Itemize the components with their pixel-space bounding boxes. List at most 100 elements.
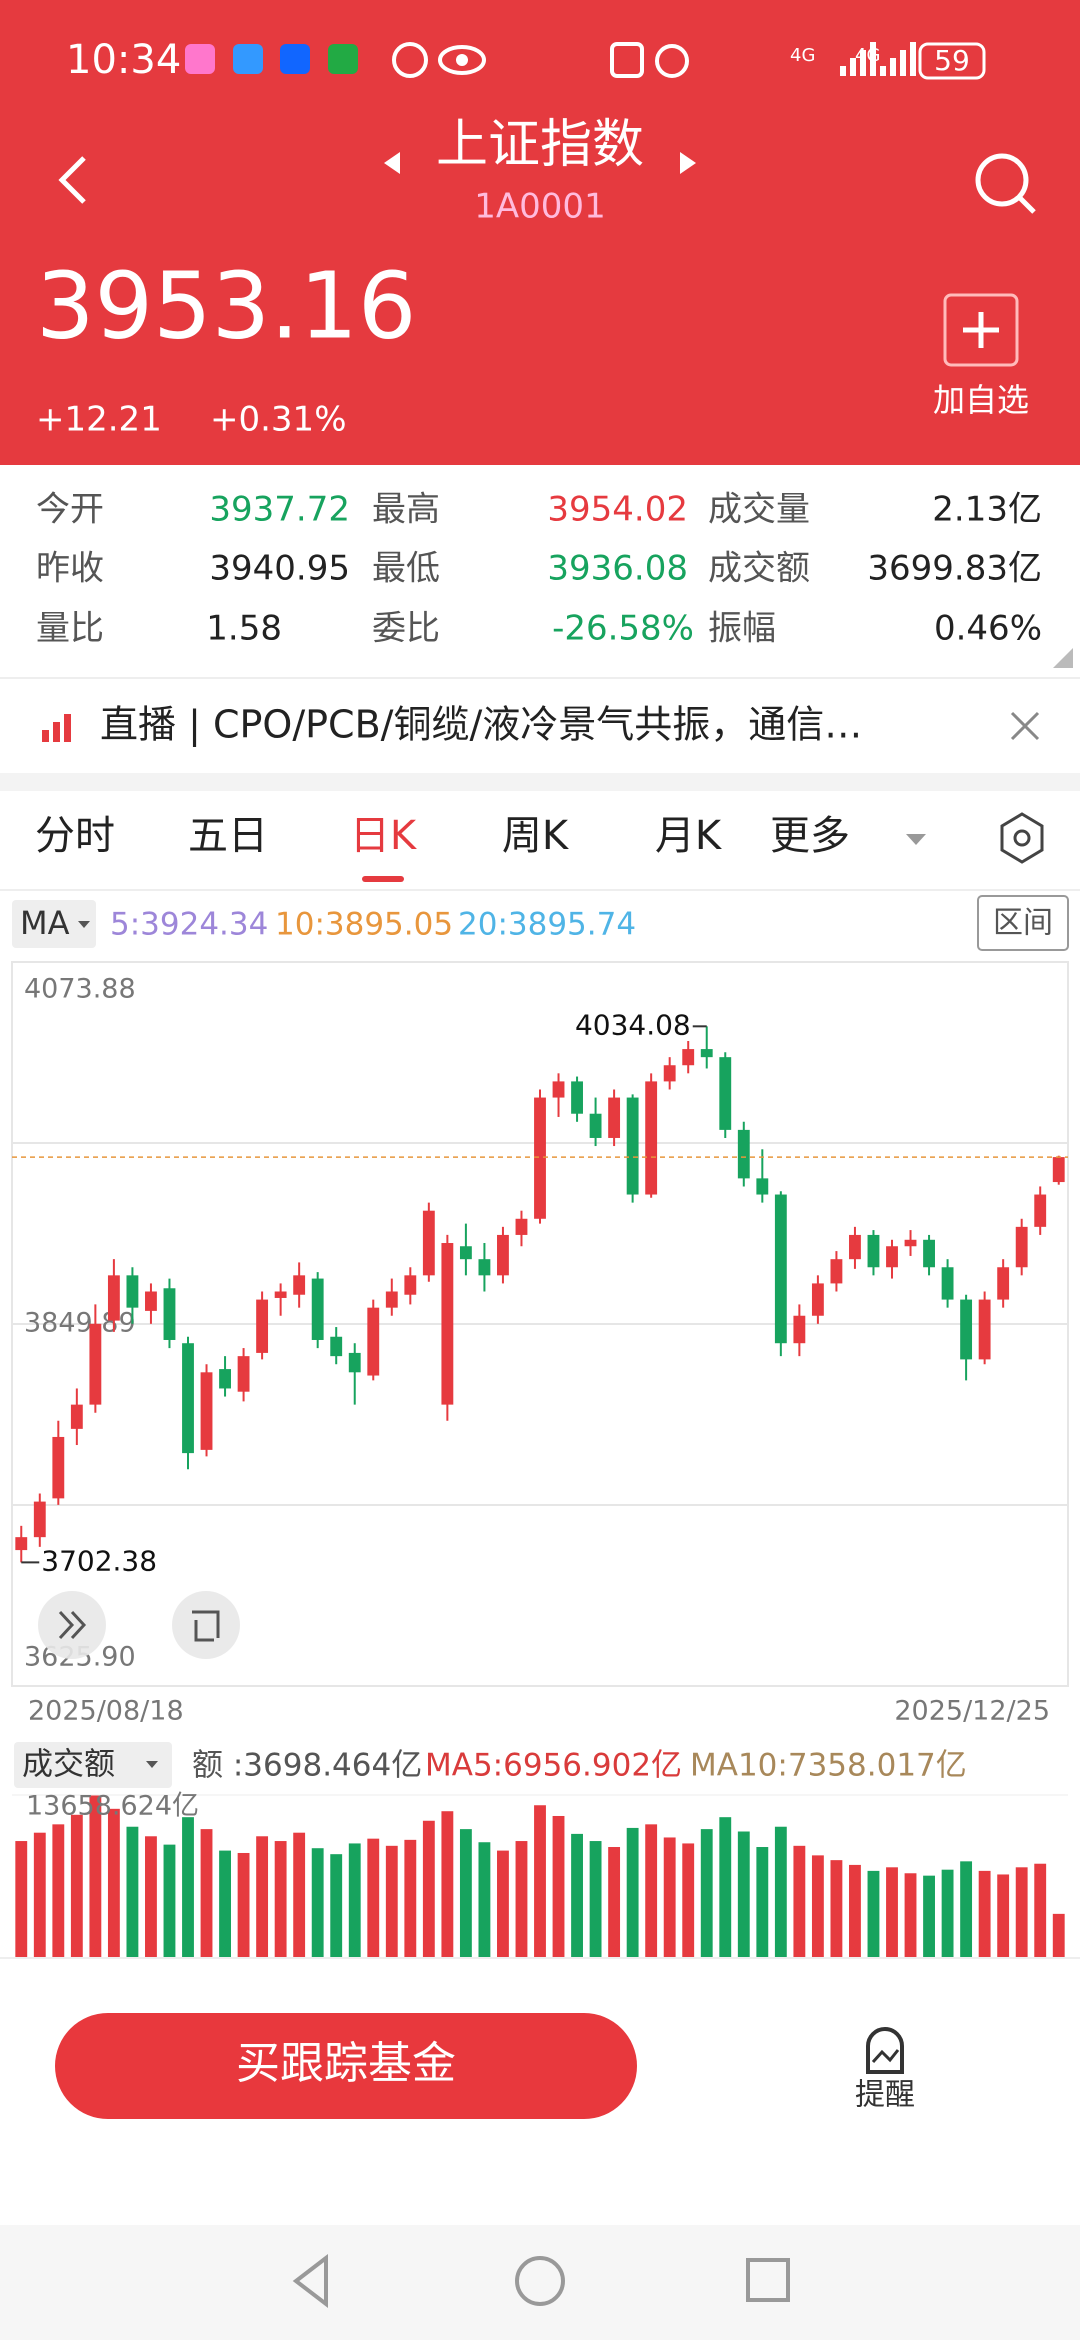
separator: [0, 773, 1080, 791]
candle-body: [293, 1275, 306, 1295]
volume-bar: [15, 1841, 28, 1958]
candle-body: [145, 1291, 157, 1311]
stats: 今开 3937.72 最高 3954.02 成交量 2.13亿 昨收 3940.…: [36, 490, 1073, 668]
volume-bar: [89, 1795, 102, 1958]
candle-body: [811, 1283, 824, 1316]
volume-bar: [849, 1864, 861, 1958]
ma-label: 20:3895.74: [458, 907, 636, 943]
volume-selector[interactable]: [14, 1742, 172, 1788]
candle-body: [756, 1178, 769, 1195]
candle-body: [422, 1210, 435, 1276]
stat-value: -26.58%: [552, 609, 694, 649]
stat-value: 3699.83亿: [867, 549, 1042, 589]
volume-bar: [923, 1875, 935, 1958]
alert-icon[interactable]: [866, 2027, 904, 2074]
candle-body: [571, 1081, 583, 1114]
volume-bar: [571, 1833, 583, 1958]
candle-body: [33, 1501, 46, 1538]
ma-label: 5:3924.34: [110, 907, 268, 943]
candle-body: [774, 1194, 787, 1344]
volume-bar: [422, 1820, 435, 1958]
stat-label: 成交额: [708, 549, 810, 589]
close-news[interactable]: [1010, 711, 1040, 741]
candle-body: [960, 1299, 973, 1360]
volume-bar: [960, 1861, 973, 1958]
tab[interactable]: 五日: [188, 813, 268, 859]
candle-body: [52, 1436, 65, 1499]
tab-underline: [362, 876, 404, 882]
buy-button[interactable]: [55, 2013, 637, 2119]
volume-max-label: 13658.624亿: [26, 1791, 199, 1822]
volume-bar: [700, 1829, 713, 1958]
volume-bar: [774, 1826, 787, 1958]
range-label[interactable]: 区间: [993, 906, 1053, 941]
candle-body: [589, 1113, 602, 1138]
index-title: 上证指数: [436, 115, 644, 175]
volume-label: 额 :3698.464亿: [192, 1748, 422, 1784]
candle-body: [626, 1097, 639, 1195]
volume-bar: [682, 1843, 695, 1958]
candle-body: [478, 1259, 491, 1276]
candle-body: [608, 1097, 621, 1138]
settings-button[interactable]: [1000, 812, 1044, 864]
indicator-name[interactable]: MA: [20, 904, 70, 942]
news-ticker[interactable]: 直播 | CPO/PCB/铜缆/液冷景气共振，通信…: [100, 703, 862, 748]
volume-bar: [663, 1837, 676, 1958]
search-button[interactable]: [975, 153, 1036, 214]
volume-bar: [219, 1850, 231, 1958]
buy-button-label[interactable]: 买跟踪基金: [236, 2038, 456, 2089]
candle-body: [552, 1081, 565, 1098]
candle-body: [719, 1057, 732, 1130]
volume-bars: 13658.624亿: [12, 1791, 1068, 1958]
nav-recent[interactable]: [746, 2258, 790, 2302]
back-button[interactable]: [58, 156, 86, 204]
chart-controls[interactable]: [38, 1591, 240, 1659]
battery-level: 59: [934, 44, 970, 77]
volume-bar: [737, 1831, 750, 1958]
volume-bar: [274, 1841, 287, 1958]
tab[interactable]: 周K: [502, 813, 570, 859]
volume-bar: [645, 1824, 658, 1958]
candle-body: [237, 1356, 250, 1392]
candle-body: [534, 1097, 546, 1219]
tab-active[interactable]: 日K: [350, 813, 418, 859]
status-icons: [185, 42, 986, 80]
candle-body: [849, 1234, 861, 1260]
volume-bar: [941, 1869, 954, 1958]
range-button[interactable]: [977, 895, 1069, 951]
volume-bar: [52, 1824, 65, 1958]
index-code: 1A0001: [474, 187, 605, 227]
tab[interactable]: 月K: [655, 813, 723, 859]
candle-body: [200, 1372, 213, 1450]
candle-body: [497, 1234, 509, 1276]
candle-body: [70, 1404, 83, 1429]
volume-bar: [1052, 1913, 1065, 1958]
add-watchlist-label[interactable]: 加自选: [933, 381, 1029, 419]
tab[interactable]: 更多: [770, 813, 850, 859]
volume-bar: [367, 1838, 380, 1958]
volume-bar: [145, 1836, 157, 1958]
candle-body: [367, 1307, 380, 1376]
stat-label: 最低: [372, 549, 440, 589]
candle-body: [682, 1049, 695, 1066]
candle-body: [311, 1278, 324, 1340]
volume-bar: [182, 1817, 194, 1958]
nav-home[interactable]: [515, 2256, 565, 2306]
volume-bar: [330, 1854, 343, 1958]
alert-label[interactable]: 提醒: [855, 2078, 915, 2113]
candle-body: [830, 1259, 843, 1284]
add-watchlist-button[interactable]: [943, 293, 1019, 367]
stat-label: 委比: [372, 609, 440, 649]
tab[interactable]: 分时: [35, 813, 115, 859]
candle-body: [404, 1275, 417, 1295]
volume-bar: [978, 1870, 991, 1958]
indicator-selector[interactable]: [12, 900, 96, 948]
nav-back[interactable]: [292, 2253, 328, 2309]
volume-bar: [626, 1827, 639, 1958]
volume-bar: [793, 1845, 806, 1958]
header-bg: [0, 0, 1080, 465]
stat-value: 3936.08: [547, 549, 688, 589]
volume-indicator[interactable]: 成交额: [22, 1747, 115, 1783]
candle-body: [645, 1081, 658, 1195]
volume-bar: [534, 1805, 546, 1958]
